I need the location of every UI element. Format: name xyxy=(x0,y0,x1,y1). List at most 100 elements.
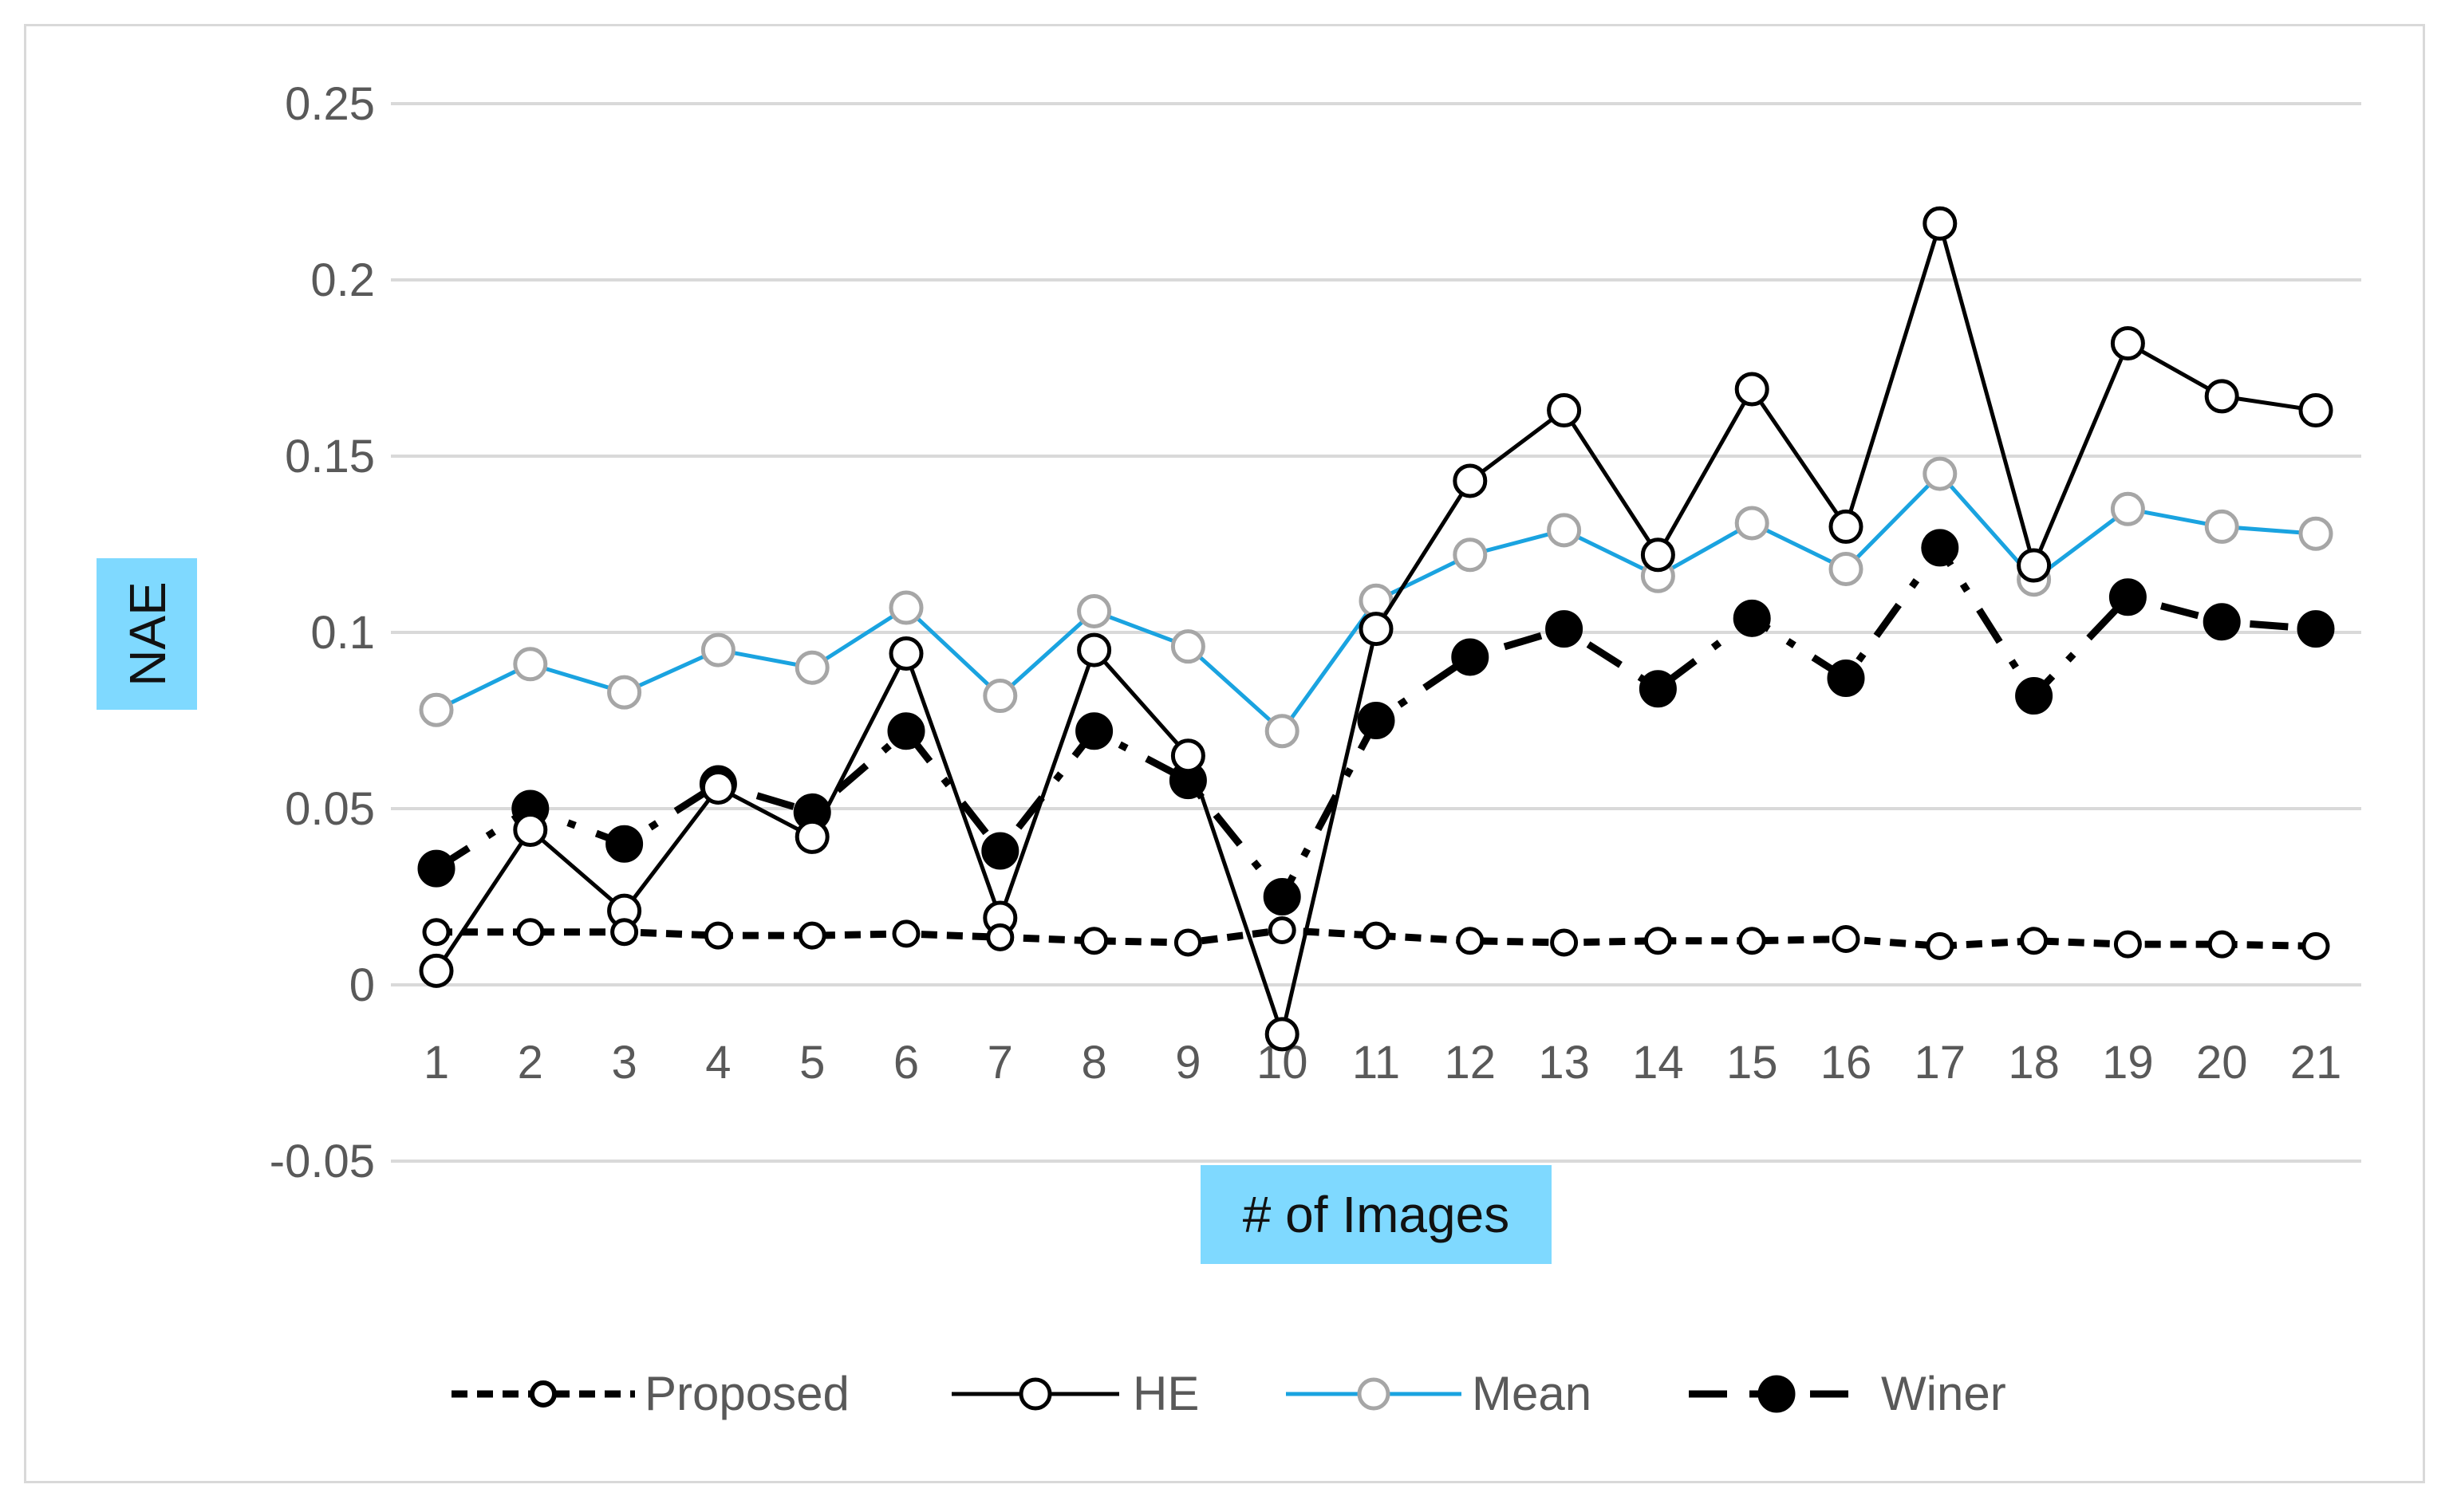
data-point-winer xyxy=(1545,610,1583,648)
data-point-he xyxy=(1923,206,1958,241)
x-tick-label: 1 xyxy=(424,1037,449,1089)
data-point-proposed xyxy=(1080,927,1109,955)
data-point-winer xyxy=(2203,603,2241,641)
data-point-mean xyxy=(1828,551,1863,586)
data-point-proposed xyxy=(516,918,545,947)
legend: Proposed HE Mean Winer xyxy=(452,1367,2006,1420)
data-point-winer xyxy=(605,825,644,863)
data-point-proposed xyxy=(610,918,639,947)
data-point-winer xyxy=(2015,677,2053,715)
x-tick-label: 19 xyxy=(2102,1037,2154,1089)
data-point-winer xyxy=(887,712,925,750)
data-point-winer xyxy=(1263,878,1301,915)
data-point-winer xyxy=(1639,670,1677,708)
legend-item-mean: Mean xyxy=(1286,1367,1591,1420)
data-point-proposed xyxy=(1173,928,1202,957)
data-point-mean xyxy=(1264,714,1299,749)
legend-item-winer: Winer xyxy=(1689,1367,2006,1420)
x-tick-label: 14 xyxy=(1632,1037,1684,1089)
x-axis-label-box xyxy=(1201,1165,1552,1264)
x-tick-label: 2 xyxy=(518,1037,543,1089)
x-tick-label: 11 xyxy=(1352,1037,1400,1089)
data-point-mean xyxy=(1547,513,1582,548)
y-tick-label: 0 xyxy=(349,959,375,1011)
data-point-mean xyxy=(1453,537,1488,573)
data-point-mean xyxy=(795,650,830,685)
series-winer xyxy=(417,529,2335,915)
data-point-he xyxy=(795,819,830,854)
data-point-he xyxy=(889,636,924,671)
x-tick-label: 9 xyxy=(1175,1037,1201,1089)
data-point-proposed xyxy=(1737,927,1766,955)
series-mean xyxy=(419,456,2333,749)
data-point-winer xyxy=(1357,702,1395,739)
series-layer xyxy=(417,206,2335,1052)
x-tick-label: 7 xyxy=(988,1037,1013,1089)
data-point-he xyxy=(1828,509,1863,544)
data-point-he xyxy=(1264,1017,1299,1052)
data-point-he xyxy=(1640,537,1675,573)
data-point-he xyxy=(1359,612,1394,647)
legend-marker-mean xyxy=(1357,1377,1390,1411)
y-tick-label: 0.15 xyxy=(285,431,375,482)
legend-label-mean: Mean xyxy=(1472,1367,1591,1420)
legend-marker-proposed xyxy=(530,1380,557,1408)
data-point-he xyxy=(1453,463,1488,498)
x-axis-label-group: # of Images xyxy=(1201,1165,1552,1264)
y-axis-label-box xyxy=(97,558,197,710)
data-point-mean xyxy=(2110,491,2145,526)
x-axis-label: # of Images xyxy=(1243,1186,1509,1243)
data-point-mean xyxy=(2298,516,2333,551)
data-point-he xyxy=(1077,632,1112,667)
data-point-mean xyxy=(1170,629,1205,664)
data-point-mean xyxy=(1923,456,1958,491)
x-tick-label: 5 xyxy=(799,1037,825,1089)
y-axis-label: NAE xyxy=(119,581,176,687)
data-point-winer xyxy=(981,832,1019,870)
x-tick-labels: 1 2 3 4 5 6 7 8 9 10 11 12 13 14 15 16 17 18 19 20 21 xyxy=(424,1037,2341,1089)
legend-marker-winer xyxy=(1757,1375,1796,1413)
data-point-winer xyxy=(2297,610,2335,648)
data-point-proposed xyxy=(2301,931,2330,960)
data-point-mean xyxy=(607,675,642,710)
data-point-mean xyxy=(1734,506,1769,541)
data-point-proposed xyxy=(798,921,826,950)
x-tick-label: 16 xyxy=(1820,1037,1872,1089)
legend-item-he: HE xyxy=(952,1367,1199,1420)
x-tick-label: 21 xyxy=(2290,1037,2342,1089)
y-tick-label: 0.05 xyxy=(285,783,375,835)
data-point-proposed xyxy=(704,921,732,950)
x-tick-label: 6 xyxy=(893,1037,919,1089)
data-point-winer xyxy=(417,849,456,888)
data-point-he xyxy=(2110,326,2145,361)
x-tick-label: 15 xyxy=(1726,1037,1778,1089)
data-point-mean xyxy=(2204,509,2239,544)
data-point-proposed xyxy=(1456,927,1485,955)
data-point-proposed xyxy=(1550,928,1579,957)
data-point-he xyxy=(700,770,736,805)
x-tick-label: 17 xyxy=(1915,1037,1966,1089)
data-point-proposed xyxy=(1926,931,1954,960)
data-point-proposed xyxy=(2020,927,2049,955)
series-he xyxy=(419,206,2333,1052)
y-axis-label-group: NAE xyxy=(97,558,197,710)
data-point-proposed xyxy=(2207,930,2236,959)
data-point-mean xyxy=(419,692,454,727)
data-point-mean xyxy=(889,590,924,625)
legend-item-proposed: Proposed xyxy=(452,1367,850,1420)
data-point-proposed xyxy=(892,919,921,948)
y-tick-label: -0.05 xyxy=(270,1136,375,1187)
data-point-he xyxy=(513,813,548,848)
data-point-mean xyxy=(700,632,736,667)
x-tick-label: 8 xyxy=(1081,1037,1106,1089)
legend-marker-he xyxy=(1019,1377,1052,1411)
data-point-proposed xyxy=(2113,930,2142,959)
x-tick-label: 3 xyxy=(611,1037,637,1089)
gridlines xyxy=(391,102,2361,1163)
x-tick-label: 13 xyxy=(1538,1037,1590,1089)
legend-label-proposed: Proposed xyxy=(645,1367,850,1420)
data-point-proposed xyxy=(1832,925,1860,954)
data-point-proposed xyxy=(1268,915,1296,944)
data-point-winer xyxy=(1451,638,1489,676)
